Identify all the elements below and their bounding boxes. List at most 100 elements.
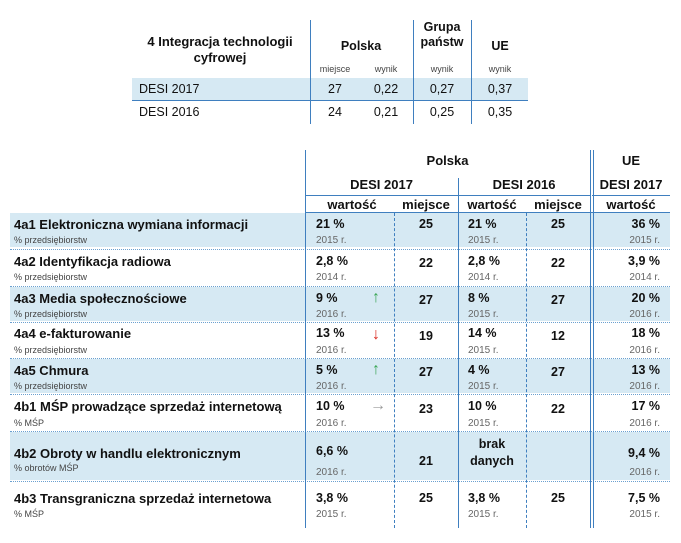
- header-rule: [305, 212, 670, 213]
- summary-col-polska: Polska: [340, 39, 382, 53]
- year-2016: 2014 r.: [468, 272, 499, 283]
- rank-2017: 27: [419, 293, 433, 307]
- row-divider: [10, 286, 670, 287]
- summary-column-rule: [413, 20, 414, 124]
- column-rule-dashed: [394, 213, 395, 528]
- value-2017: 3,8 %: [316, 491, 348, 505]
- column-rule-dashed: [526, 213, 527, 528]
- rank-2017: 25: [419, 491, 433, 505]
- summary-grupa-value: 0,25: [429, 105, 455, 119]
- value-2016: 10 %: [468, 399, 497, 413]
- summary-ue-value: 0,35: [487, 105, 513, 119]
- year-2016: 2015 r.: [468, 509, 499, 520]
- value-2016: 2,8 %: [468, 254, 500, 268]
- summary-col-grupa: Grupa państw: [414, 20, 470, 50]
- value-2016: 8 %: [468, 291, 490, 305]
- indicator-unit: % przedsiębiorstw: [14, 235, 88, 245]
- row-shade: [10, 287, 670, 321]
- year-2016: 2015 r.: [468, 345, 499, 356]
- value-ue: 9,4 %: [628, 446, 660, 460]
- summary-column-rule: [310, 20, 311, 124]
- summary-col-grupa-line2: państw: [420, 35, 464, 49]
- rank-2016: 27: [551, 293, 565, 307]
- missing-data-line2: danych: [470, 454, 514, 468]
- indicator-unit: % obrotów MŚP: [14, 463, 79, 473]
- summary-sub-miejsce: miejsce: [319, 64, 351, 74]
- value-2017: 5 %: [316, 363, 338, 377]
- value-2016: 21 %: [468, 217, 497, 231]
- column-rule: [590, 150, 591, 528]
- value-2017: 9 %: [316, 291, 338, 305]
- header-polska: Polska: [426, 153, 469, 168]
- indicator-title: 4a3 Media społecznościowe: [14, 291, 187, 306]
- column-rule: [458, 178, 459, 528]
- summary-wynik-value: 0,22: [373, 82, 399, 96]
- row-divider: [10, 431, 670, 432]
- indicator-title: 4a1 Elektroniczna wymiana informacji: [14, 217, 249, 232]
- summary-grupa-value: 0,27: [429, 82, 455, 96]
- indicator-unit: % przedsiębiorstw: [14, 309, 88, 319]
- rank-2016: 25: [551, 491, 565, 505]
- year-2017: 2016 r.: [316, 309, 347, 320]
- indicator-unit: % MŚP: [14, 418, 45, 428]
- summary-row-desi2017: [132, 78, 528, 100]
- summary-sub-wynik-grupa: wynik: [430, 64, 454, 74]
- rank-2017: 23: [419, 402, 433, 416]
- indicator-title: 4b2 Obroty w handlu elektronicznym: [14, 446, 241, 461]
- header-desi2017-ue: DESI 2017: [599, 177, 663, 192]
- column-rule: [305, 150, 306, 528]
- summary-row-divider: [132, 100, 528, 101]
- year-ue: 2016 r.: [629, 309, 660, 320]
- rank-2017: 22: [419, 256, 433, 270]
- indicator-title: 4a4 e-fakturowanie: [14, 326, 132, 341]
- column-rule: [593, 150, 594, 528]
- indicator-unit: % przedsiębiorstw: [14, 381, 88, 391]
- value-ue: 13 %: [631, 363, 661, 377]
- rank-2017: 25: [419, 217, 433, 231]
- indicator-title: 4a2 Identyfikacja radiowa: [14, 254, 171, 269]
- year-2016: 2015 r.: [468, 418, 499, 429]
- header-miejsce-2016: miejsce: [534, 197, 582, 212]
- value-2017: 13 %: [316, 326, 345, 340]
- trend-neutral-icon: →: [370, 397, 386, 414]
- indicator-title: 4b1 MŚP prowadzące sprzedaż internetową: [14, 399, 282, 414]
- summary-title-line2: cyfrowej: [193, 50, 247, 65]
- header-desi2016-polska: DESI 2016: [492, 177, 556, 192]
- row-divider: [10, 358, 670, 359]
- indicator-unit: % przedsiębiorstw: [14, 345, 88, 355]
- year-ue: 2016 r.: [629, 381, 660, 392]
- rank-2017: 27: [419, 365, 433, 379]
- header-wartosc-ue: wartość: [606, 197, 656, 212]
- rank-2017: 19: [419, 329, 433, 343]
- indicator-title: 4b3 Transgraniczna sprzedaż internetowa: [14, 491, 272, 506]
- summary-sub-wynik-polska: wynik: [374, 64, 398, 74]
- year-2017: 2016 r.: [316, 418, 347, 429]
- row-divider: [10, 249, 670, 250]
- header-wartosc-2016: wartość: [467, 197, 517, 212]
- year-2017: 2015 r.: [316, 235, 347, 246]
- summary-col-ue: UE: [491, 39, 509, 53]
- year-2017: 2016 r.: [316, 381, 347, 392]
- header-rule: [305, 195, 590, 196]
- year-2016: 2015 r.: [468, 381, 499, 392]
- value-2017: 2,8 %: [316, 254, 348, 268]
- row-shade: [10, 213, 670, 247]
- value-ue: 20 %: [631, 291, 661, 305]
- header-rule: [592, 195, 670, 196]
- rank-2016: 25: [551, 217, 565, 231]
- row-divider: [10, 394, 670, 395]
- value-2017: 10 %: [316, 399, 345, 413]
- year-ue: 2014 r.: [629, 272, 660, 283]
- value-2016-missing: brak danych: [458, 436, 526, 470]
- year-ue: 2015 r.: [629, 509, 660, 520]
- row-shade: [10, 432, 670, 480]
- summary-row-label: DESI 2017: [139, 82, 200, 96]
- year-2016: 2015 r.: [468, 309, 499, 320]
- value-2017: 6,6 %: [316, 444, 348, 458]
- summary-miejsce-value: 24: [328, 105, 342, 119]
- trend-down-icon: ↓: [372, 326, 380, 343]
- value-ue: 3,9 %: [628, 254, 660, 268]
- value-ue: 7,5 %: [628, 491, 660, 505]
- trend-up-icon: ↑: [372, 289, 380, 306]
- row-divider: [10, 322, 670, 323]
